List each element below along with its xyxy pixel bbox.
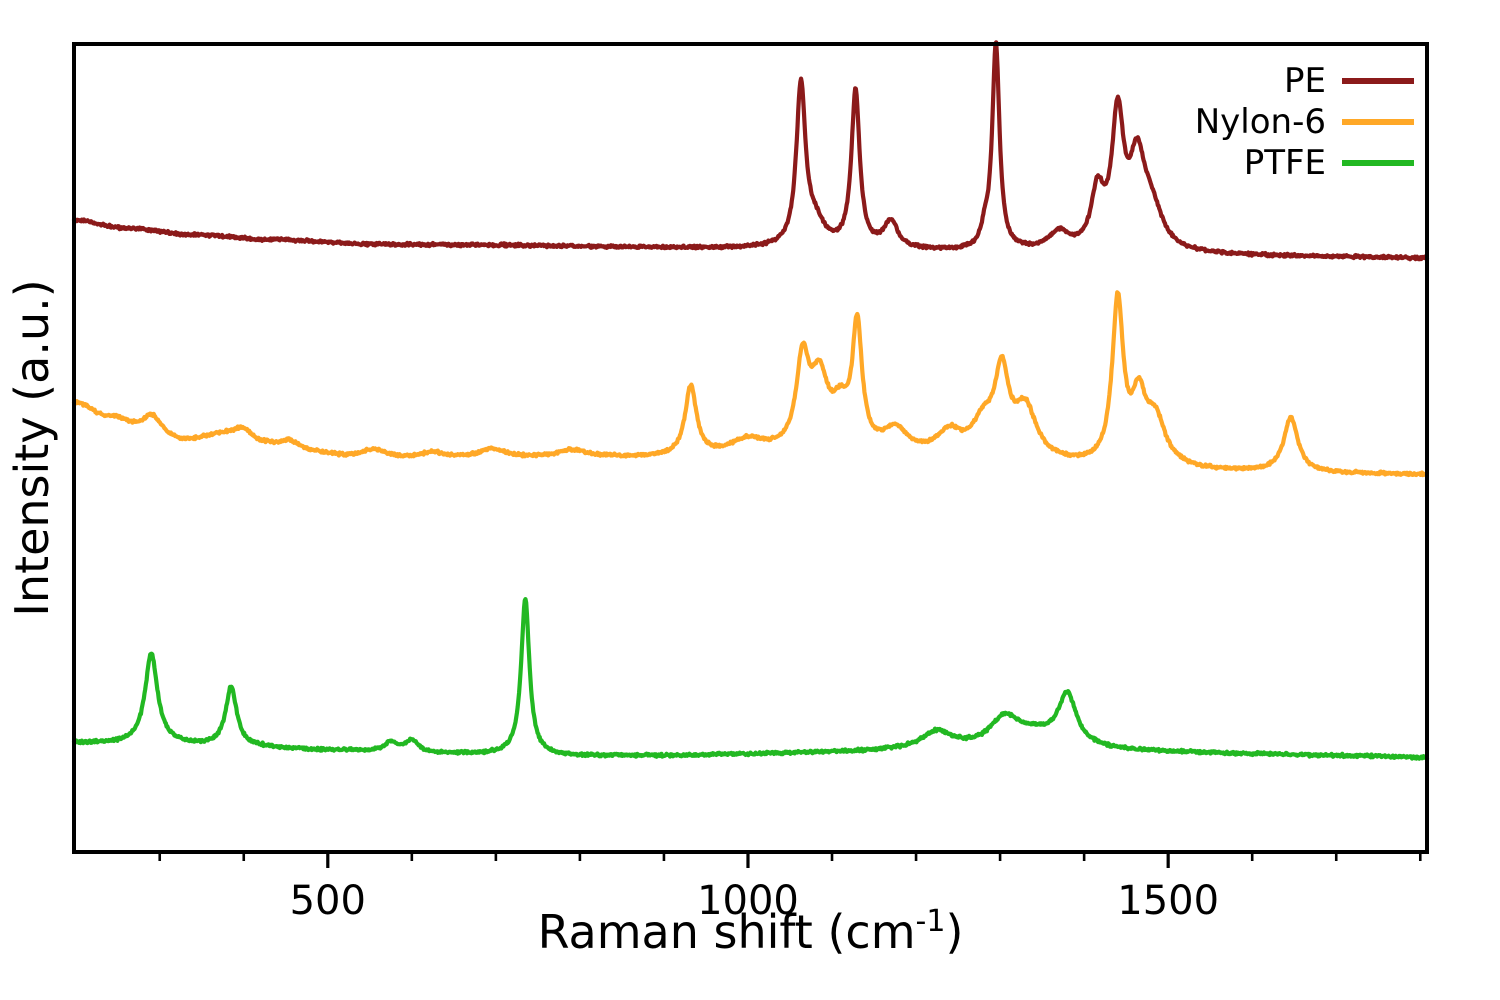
spectra-traces	[71, 40, 1430, 761]
x-axis-tick-labels: 500 1000 1500	[290, 878, 1219, 924]
legend-label-ptfe: PTFE	[1244, 143, 1326, 183]
x-axis-ticks	[158, 852, 1422, 868]
x-axis-title: Raman shift (cm-1)	[538, 904, 964, 960]
legend-label-nylon-6: Nylon-6	[1195, 102, 1326, 142]
legend-label-pe: PE	[1284, 61, 1326, 101]
x-tick-label: 500	[290, 878, 366, 924]
x-tick-label: 1500	[1117, 878, 1219, 924]
spectrum-line-ptfe	[71, 597, 1430, 761]
axes-frame	[72, 42, 1429, 854]
x-tick-label: 1000	[697, 878, 799, 924]
plot-axes: 500 1000 1500	[72, 42, 1429, 924]
y-axis-title: Intensity (a.u.)	[5, 279, 59, 616]
spectrum-line-pe	[71, 40, 1430, 262]
spectrum-line-nylon-6	[71, 290, 1430, 478]
